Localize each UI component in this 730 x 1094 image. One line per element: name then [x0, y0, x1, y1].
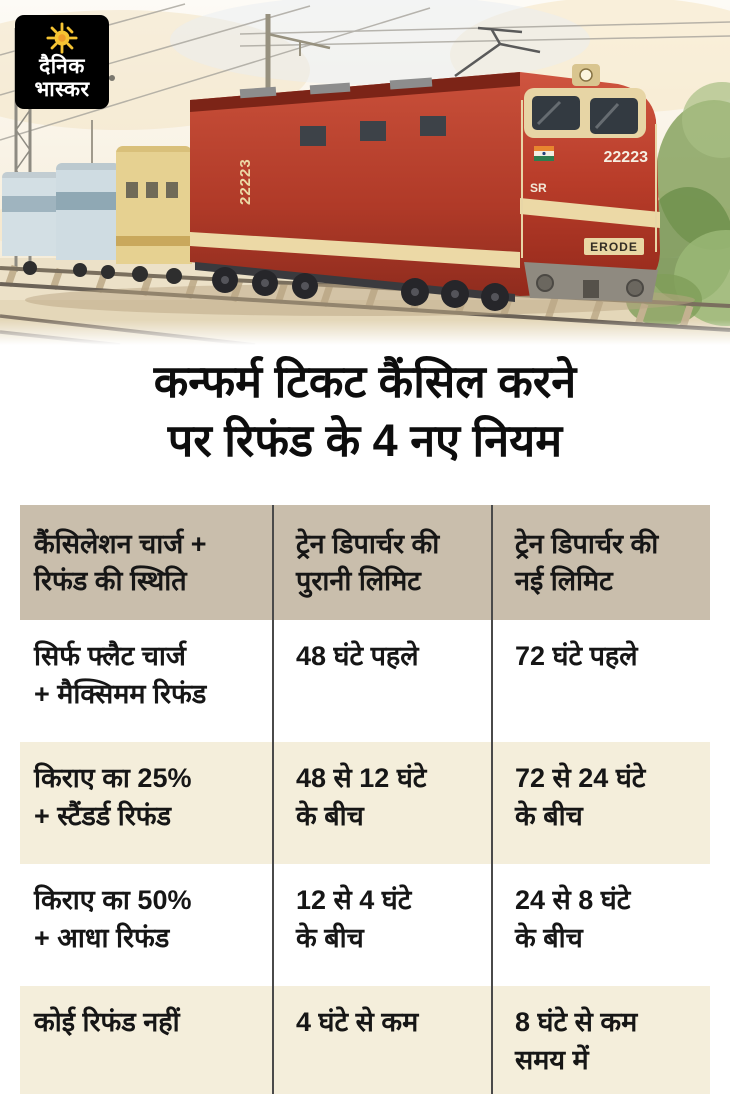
table-row: सिर्फ फ्लैट चार्ज + मैक्सिमम रिफंड 48 घं…	[20, 620, 710, 742]
train-illustration: 22223	[0, 0, 730, 345]
table-header-row: कैंसिलेशन चार्ज + रिफंड की स्थिति ट्रेन …	[20, 505, 710, 620]
table-cell: 24 से 8 घंटे के बीच	[491, 864, 710, 986]
table-cell: कोई रिफंड नहीं	[34, 1007, 180, 1037]
coach	[56, 163, 120, 279]
pantograph-icon	[454, 26, 541, 78]
table-cell: किराए का 50% + आधा रिफंड	[34, 885, 192, 953]
table-row: किराए का 25% + स्टैंडर्ड रिफंड 48 से 12 …	[20, 742, 710, 864]
coach-yellow	[116, 146, 192, 284]
buffer-beam	[524, 262, 658, 302]
title-line1: कन्फर्म टिकट कैंसिल करने	[153, 356, 577, 407]
table-cell: 48 से 12 घंटे के बीच	[272, 742, 491, 864]
table-row: किराए का 50% + आधा रिफंड 12 से 4 घंटे के…	[20, 864, 710, 986]
table-cell: किराए का 25% + स्टैंडर्ड रिफंड	[34, 763, 192, 831]
logo-text-line2: भास्कर	[34, 78, 90, 101]
table-cell: 8 घंटे से कम समय में	[491, 986, 710, 1094]
headlight	[572, 64, 600, 86]
header-new-limit: ट्रेन डिपार्चर की नई लिमिट	[491, 505, 710, 620]
title-line2: पर रिफंड के 4 नए नियम	[167, 415, 563, 467]
train-scene-svg: 22223	[0, 0, 730, 345]
loco-front-number: 22223	[604, 149, 649, 166]
table-cell: 72 घंटे पहले	[491, 620, 710, 742]
shed-plate	[584, 238, 644, 255]
header-old-limit: ट्रेन डिपार्चर की पुरानी लिमिट	[272, 505, 491, 620]
wheel-hubs	[221, 276, 499, 301]
locomotive: 22223	[190, 26, 660, 311]
table-cell: 48 घंटे पहले	[272, 620, 491, 742]
table-cell: 72 से 24 घंटे के बीच	[491, 742, 710, 864]
dainik-bhaskar-logo: दैनिक भास्कर	[15, 15, 109, 109]
coach	[2, 172, 60, 275]
windshield	[590, 98, 638, 134]
page-title: कन्फर्म टिकट कैंसिल करने पर रिफंड के 4 न…	[0, 352, 730, 471]
sun-icon	[46, 22, 78, 54]
header-charge-status: कैंसिलेशन चार्ज + रिफंड की स्थिति	[34, 529, 207, 597]
table-cell: सिर्फ फ्लैट चार्ज + मैक्सिमम रिफंड	[34, 641, 207, 709]
windshield	[532, 96, 580, 130]
loco-side-number: 22223	[237, 158, 254, 205]
refund-rules-table: कैंसिलेशन चार्ज + रिफंड की स्थिति ट्रेन …	[20, 505, 710, 1094]
bottom-fade	[0, 320, 730, 345]
table-cell: 4 घंटे से कम	[272, 986, 491, 1094]
nose-stripe	[520, 198, 660, 228]
logo-text-line1: दैनिक	[39, 55, 85, 79]
india-flag-icon	[534, 146, 554, 161]
table-row: कोई रिफंड नहीं 4 घंटे से कम 8 घंटे से कम…	[20, 986, 710, 1094]
loco-zone-code: SR	[530, 181, 547, 195]
loco-shed-name: ERODE	[590, 240, 638, 254]
table-cell: 12 से 4 घंटे के बीच	[272, 864, 491, 986]
